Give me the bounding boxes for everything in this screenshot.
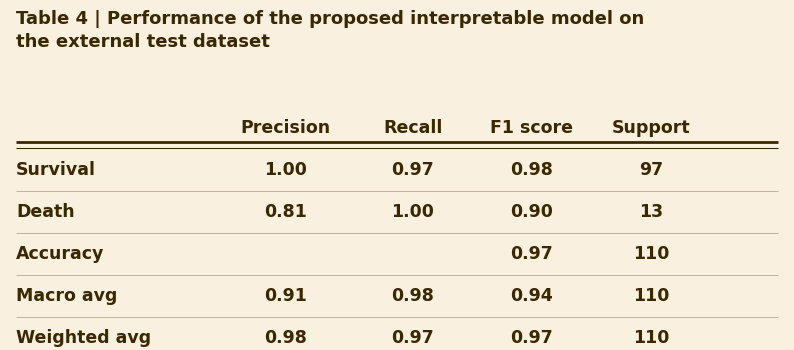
Text: 0.97: 0.97 bbox=[391, 161, 434, 179]
Text: 0.90: 0.90 bbox=[511, 203, 553, 221]
Text: 110: 110 bbox=[633, 287, 669, 305]
Text: 110: 110 bbox=[633, 329, 669, 347]
Text: Support: Support bbox=[611, 119, 691, 137]
Text: Recall: Recall bbox=[384, 119, 442, 137]
Text: 1.00: 1.00 bbox=[391, 203, 434, 221]
Text: 0.97: 0.97 bbox=[511, 329, 553, 347]
Text: Macro avg: Macro avg bbox=[16, 287, 118, 305]
Text: Weighted avg: Weighted avg bbox=[16, 329, 151, 347]
Text: 0.98: 0.98 bbox=[264, 329, 307, 347]
Text: Precision: Precision bbox=[241, 119, 331, 137]
Text: 0.94: 0.94 bbox=[511, 287, 553, 305]
Text: 0.98: 0.98 bbox=[511, 161, 553, 179]
Text: 0.98: 0.98 bbox=[391, 287, 434, 305]
Text: 97: 97 bbox=[639, 161, 663, 179]
Text: 13: 13 bbox=[639, 203, 663, 221]
Text: Survival: Survival bbox=[16, 161, 96, 179]
Text: F1 score: F1 score bbox=[491, 119, 573, 137]
Text: 0.97: 0.97 bbox=[511, 245, 553, 263]
Text: Death: Death bbox=[16, 203, 75, 221]
Text: 110: 110 bbox=[633, 245, 669, 263]
Text: Accuracy: Accuracy bbox=[16, 245, 104, 263]
Text: 1.00: 1.00 bbox=[264, 161, 307, 179]
Text: 0.97: 0.97 bbox=[391, 329, 434, 347]
Text: 0.81: 0.81 bbox=[264, 203, 307, 221]
Text: Table 4 | Performance of the proposed interpretable model on
the external test d: Table 4 | Performance of the proposed in… bbox=[16, 10, 644, 51]
Text: 0.91: 0.91 bbox=[264, 287, 307, 305]
